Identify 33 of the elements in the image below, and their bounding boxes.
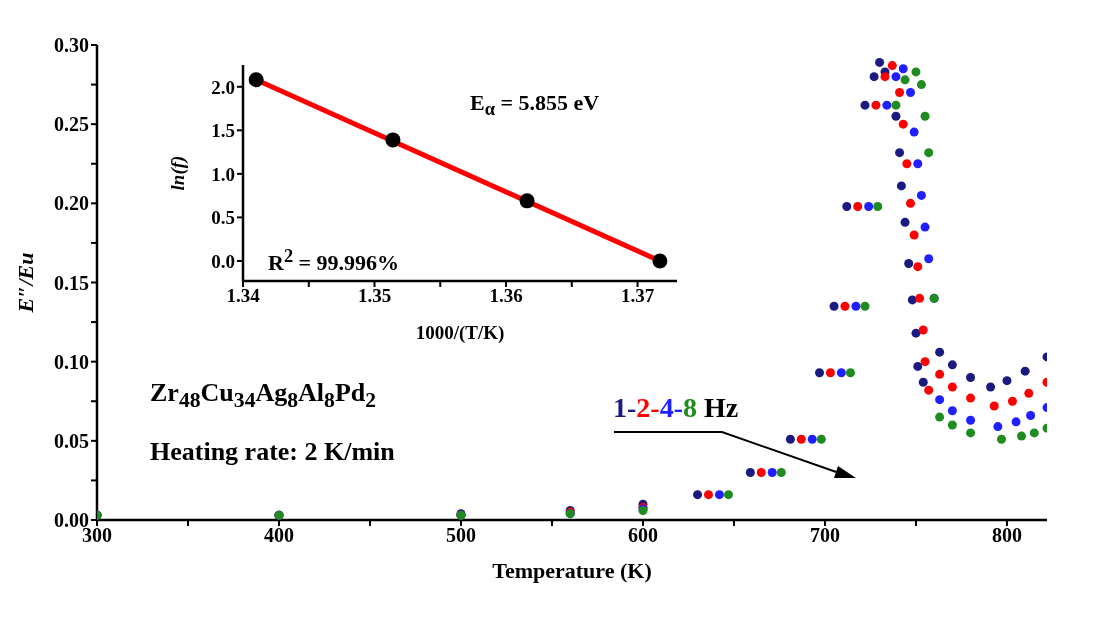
x-tick-label: 1.36 <box>489 285 523 307</box>
y-tick-label: 0.30 <box>54 34 89 57</box>
y-tick-label: 0.0 <box>211 250 235 272</box>
text: Zr$_{48}$Cu$_{34}$Ag$_{8}$Al$_{8}$Pd$_{2}$ <box>150 378 377 413</box>
x-tick-label: 700 <box>809 524 840 547</box>
x-tick-label: 500 <box>445 524 476 547</box>
y-tick-label: 0.15 <box>54 271 89 294</box>
text: 8 <box>682 392 697 423</box>
x-axis-title: 1000/(T/K) <box>415 322 505 344</box>
y-tick-label: 2.0 <box>211 76 235 98</box>
y-tick-label: 0.25 <box>54 113 89 136</box>
text: 2- <box>636 392 660 423</box>
annotation: Heating rate: 2 K/min <box>150 437 395 467</box>
text: 1- <box>613 392 637 423</box>
x-tick-label: 600 <box>627 524 658 547</box>
x-tick-label: 400 <box>263 524 294 547</box>
y-tick-label: 0.20 <box>54 192 89 215</box>
y-tick-label: 1.0 <box>211 163 235 185</box>
y-tick-label: 1.5 <box>211 120 235 142</box>
x-tick-label: 800 <box>991 524 1022 547</box>
legend-title: Hz <box>703 392 739 423</box>
y-tick-label: 0.5 <box>211 207 235 229</box>
x-tick-label: 1.34 <box>226 285 261 307</box>
y-axis-title: E″/Eu <box>12 252 38 314</box>
x-axis-title: Temperature (K) <box>492 558 652 583</box>
y-tick-label: 0.05 <box>54 429 89 452</box>
y-axis-title: ln(f) <box>166 155 189 191</box>
annotation: E$_{α}$ = 5.855 eV <box>470 90 600 121</box>
y-tick-label: 0.10 <box>54 350 89 373</box>
annotation: R$^{2}$ = 99.996% <box>268 246 400 277</box>
x-tick-label: 1.35 <box>357 285 392 307</box>
text: 4- <box>659 392 683 423</box>
x-tick-label: 1.37 <box>620 285 655 307</box>
